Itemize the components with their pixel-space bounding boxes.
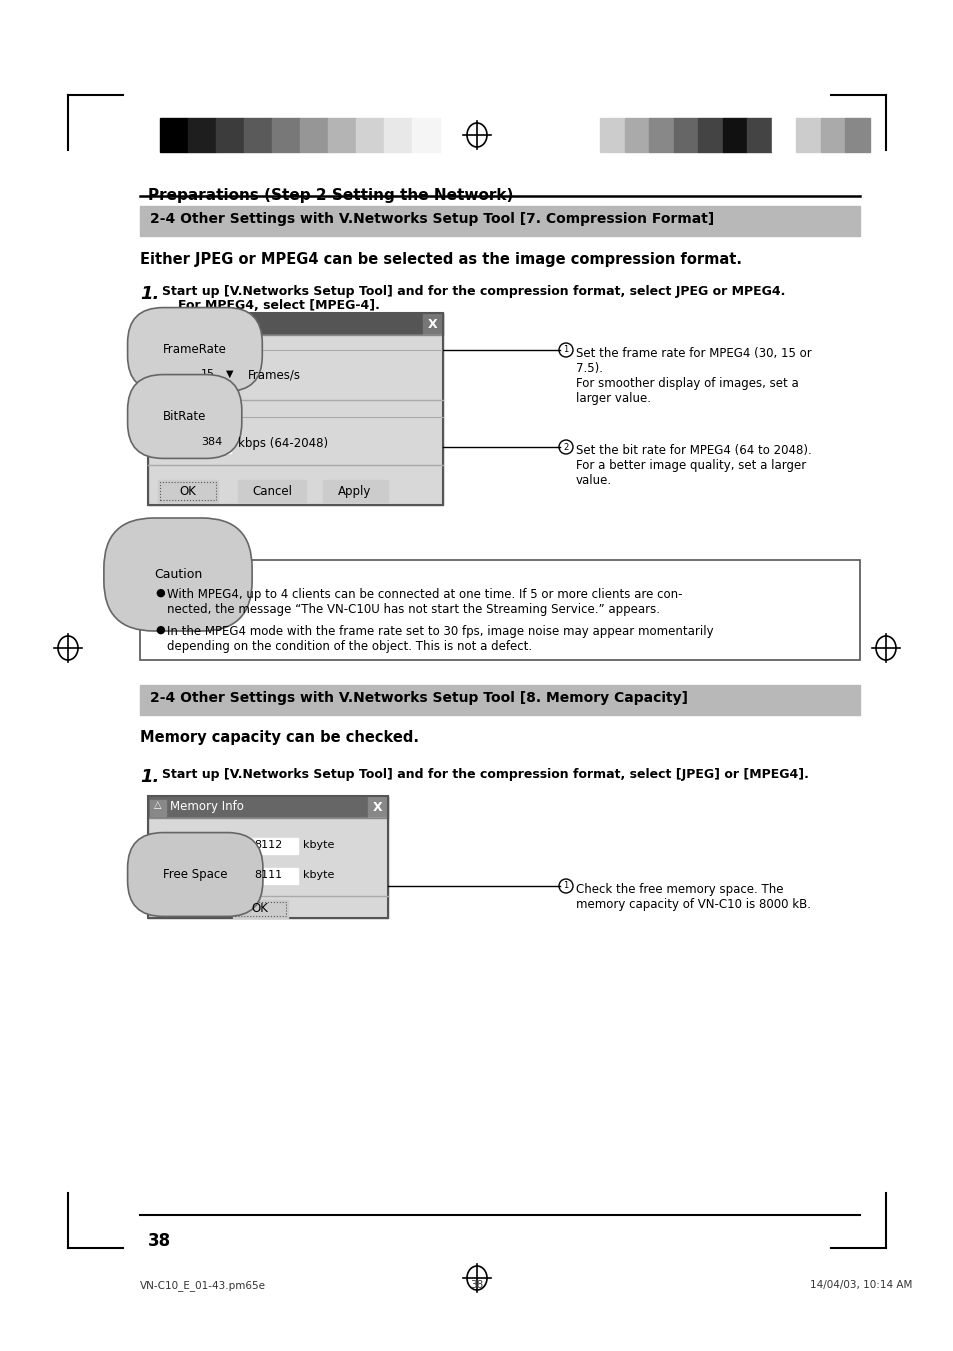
- Bar: [150, 317, 166, 332]
- Bar: [237, 867, 297, 884]
- Bar: [771, 118, 796, 153]
- Text: With MPEG4, up to 4 clients can be connected at one time. If 5 or more clients a: With MPEG4, up to 4 clients can be conne…: [167, 588, 681, 616]
- Text: 8111: 8111: [253, 870, 282, 880]
- Bar: [158, 480, 218, 503]
- Text: Frames/s: Frames/s: [248, 369, 301, 382]
- Text: ●: ●: [154, 588, 165, 598]
- Text: P: P: [154, 317, 161, 327]
- Text: 15: 15: [201, 369, 214, 380]
- Text: VN-C10_E_01-43.pm65e: VN-C10_E_01-43.pm65e: [140, 1279, 266, 1292]
- Text: △: △: [154, 800, 162, 811]
- Bar: [237, 480, 306, 503]
- Bar: [746, 118, 771, 153]
- Bar: [160, 118, 188, 153]
- Text: OK: OK: [179, 485, 196, 499]
- Text: Memory capacity can be checked.: Memory capacity can be checked.: [140, 730, 418, 744]
- Text: Preparations (Step 2 Setting the Network): Preparations (Step 2 Setting the Network…: [148, 188, 513, 203]
- Bar: [368, 796, 388, 817]
- Text: OK: OK: [252, 902, 268, 915]
- Bar: [796, 118, 820, 153]
- Bar: [148, 817, 388, 917]
- Bar: [384, 118, 412, 153]
- Bar: [148, 313, 442, 335]
- Bar: [599, 118, 624, 153]
- Text: FrameRate: FrameRate: [163, 343, 227, 357]
- Bar: [648, 118, 673, 153]
- Text: Free Space: Free Space: [163, 867, 227, 881]
- Bar: [722, 118, 746, 153]
- Bar: [193, 435, 231, 453]
- Bar: [140, 205, 859, 236]
- Bar: [234, 902, 286, 916]
- Text: X: X: [428, 317, 437, 331]
- Text: 1: 1: [563, 346, 568, 354]
- Text: Start up [V.Networks Setup Tool] and for the compression format, select JPEG or : Start up [V.Networks Setup Tool] and for…: [162, 285, 784, 299]
- Text: 38: 38: [148, 1232, 171, 1250]
- Text: 2-4 Other Settings with V.Networks Setup Tool [7. Compression Format]: 2-4 Other Settings with V.Networks Setup…: [150, 212, 714, 226]
- Text: Caution: Caution: [153, 567, 202, 581]
- Text: 38: 38: [470, 1279, 483, 1290]
- Text: Cancel: Cancel: [252, 485, 292, 499]
- Bar: [422, 313, 442, 335]
- Bar: [148, 335, 442, 505]
- Bar: [844, 118, 869, 153]
- Bar: [272, 118, 299, 153]
- Text: 1: 1: [563, 881, 568, 890]
- Text: Apply: Apply: [338, 485, 372, 499]
- Bar: [412, 118, 439, 153]
- Bar: [140, 685, 859, 715]
- Bar: [820, 118, 844, 153]
- Text: Either JPEG or MPEG4 can be selected as the image compression format.: Either JPEG or MPEG4 can be selected as …: [140, 253, 741, 267]
- Text: Set the bit rate for MPEG4 (64 to 2048).
For a better image quality, set a large: Set the bit rate for MPEG4 (64 to 2048).…: [576, 444, 811, 486]
- Text: 1.: 1.: [140, 767, 159, 786]
- Text: 2-4 Other Settings with V.Networks Setup Tool [8. Memory Capacity]: 2-4 Other Settings with V.Networks Setup…: [150, 690, 687, 705]
- Bar: [698, 118, 722, 153]
- Text: BitRate: BitRate: [163, 409, 206, 423]
- Bar: [148, 796, 388, 917]
- Bar: [148, 335, 442, 505]
- Bar: [140, 561, 859, 661]
- Text: In the MPEG4 mode with the frame rate set to 30 fps, image noise may appear mome: In the MPEG4 mode with the frame rate se…: [167, 626, 713, 653]
- Text: Memory Info: Memory Info: [170, 800, 244, 813]
- Bar: [193, 367, 223, 385]
- Text: 2: 2: [563, 443, 568, 451]
- Text: ▼: ▼: [226, 369, 233, 380]
- Text: kbps (64-2048): kbps (64-2048): [237, 436, 328, 450]
- Text: Check the free memory space. The
memory capacity of VN-C10 is 8000 kB.: Check the free memory space. The memory …: [576, 884, 810, 911]
- Bar: [188, 118, 215, 153]
- Text: ●: ●: [154, 626, 165, 635]
- Text: X: X: [373, 801, 382, 815]
- Text: MPEG4 Setting: MPEG4 Setting: [170, 317, 257, 330]
- Bar: [233, 900, 288, 917]
- Text: For MPEG4, select [MPEG-4].: For MPEG4, select [MPEG-4].: [178, 299, 379, 312]
- Bar: [148, 796, 388, 817]
- Text: Capacity: Capacity: [163, 838, 214, 851]
- Bar: [299, 118, 328, 153]
- Text: kbyte: kbyte: [303, 840, 334, 850]
- Bar: [148, 817, 388, 917]
- Bar: [323, 480, 388, 503]
- Text: kbyte: kbyte: [303, 870, 334, 880]
- Bar: [237, 838, 297, 854]
- Text: 14/04/03, 10:14 AM: 14/04/03, 10:14 AM: [809, 1279, 911, 1290]
- Text: Set the frame rate for MPEG4 (30, 15 or
7.5).
For smoother display of images, se: Set the frame rate for MPEG4 (30, 15 or …: [576, 347, 811, 405]
- Text: 8112: 8112: [253, 840, 282, 850]
- Bar: [215, 118, 244, 153]
- Text: Start up [V.Networks Setup Tool] and for the compression format, select [JPEG] o: Start up [V.Networks Setup Tool] and for…: [162, 767, 808, 781]
- Bar: [328, 118, 355, 153]
- Text: 1.: 1.: [140, 285, 159, 303]
- Bar: [150, 800, 166, 816]
- Bar: [673, 118, 698, 153]
- Text: 384: 384: [201, 436, 222, 447]
- Bar: [355, 118, 384, 153]
- Bar: [624, 118, 648, 153]
- Bar: [223, 367, 236, 385]
- Bar: [244, 118, 272, 153]
- Bar: [148, 313, 442, 505]
- Bar: [160, 482, 215, 500]
